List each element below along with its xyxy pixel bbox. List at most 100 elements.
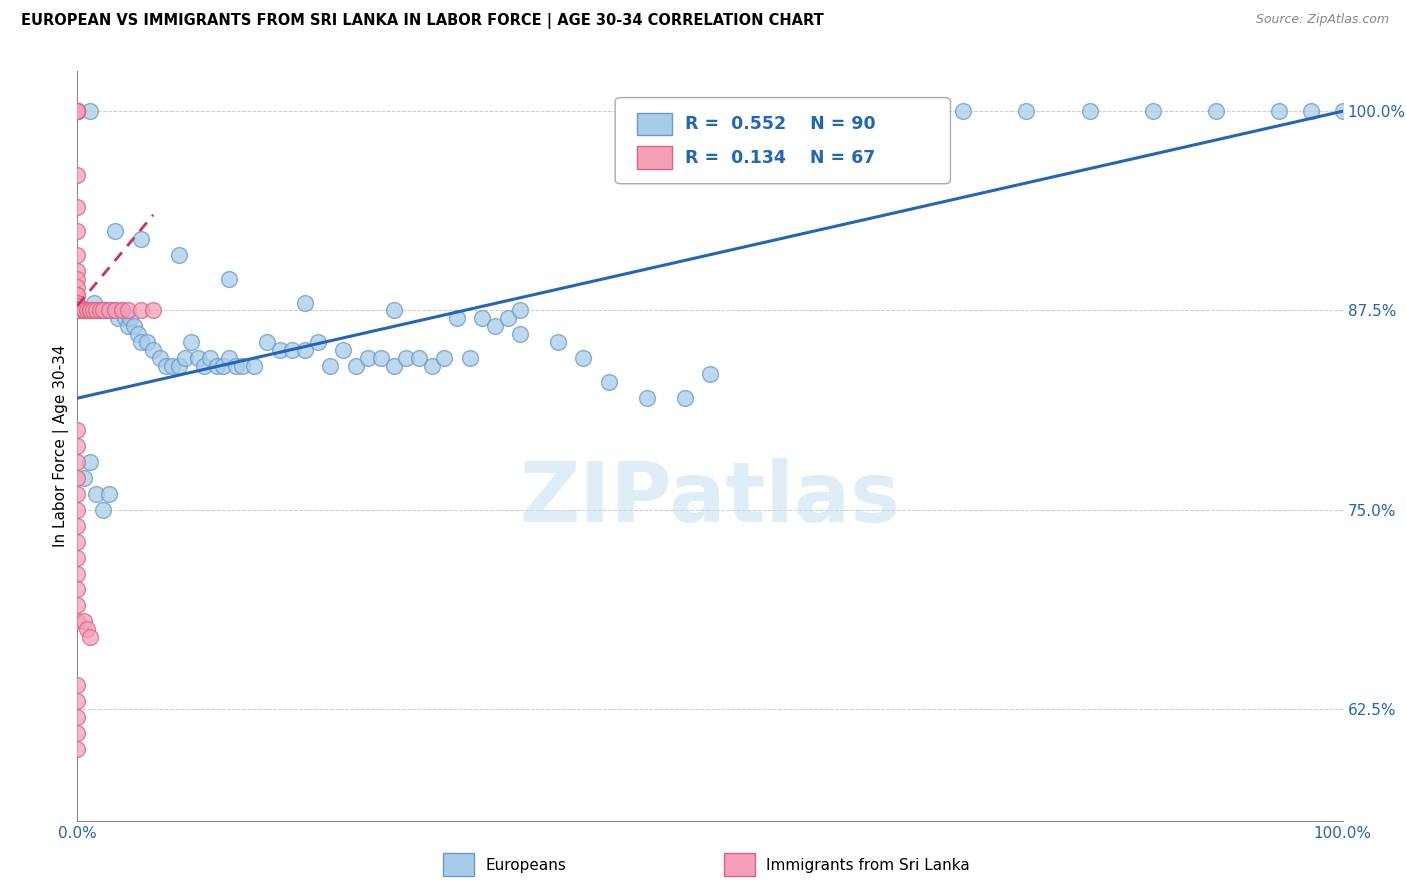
Point [66,295,89,310]
Point [104,303,127,318]
Text: Source: ZipAtlas.com: Source: ZipAtlas.com [1256,13,1389,27]
Point [636,391,658,405]
Point [86,303,108,318]
Point [91,303,114,318]
Point [66,423,89,437]
Point [66,726,89,740]
Point [73,303,96,318]
Point [136,335,159,350]
Point [82,303,104,318]
Point [101,303,124,318]
Point [332,343,354,358]
Point [142,303,165,318]
Point [83,295,105,310]
Point [66,582,89,597]
Point [89,303,111,318]
Point [1301,104,1323,119]
Point [825,104,848,119]
Point [484,319,506,334]
Point [307,335,329,350]
Point [1078,104,1101,119]
Text: EUROPEAN VS IMMIGRANTS FROM SRI LANKA IN LABOR FORCE | AGE 30-34 CORRELATION CHA: EUROPEAN VS IMMIGRANTS FROM SRI LANKA IN… [21,13,824,29]
Point [66,301,89,316]
Point [79,104,101,119]
Point [382,303,405,318]
Point [231,359,253,374]
Point [66,104,89,119]
Point [66,104,89,119]
Point [91,303,114,318]
Point [86,303,108,318]
Point [186,351,209,366]
Point [98,487,120,501]
Point [66,295,89,310]
Point [1268,104,1291,119]
Point [66,104,89,119]
Point [458,351,481,366]
Point [91,502,114,516]
Point [572,351,595,366]
Point [66,168,89,182]
Point [1142,104,1164,119]
Bar [637,146,672,169]
Point [104,303,127,318]
Point [73,303,96,318]
Point [114,311,136,326]
Point [200,351,222,366]
Point [294,295,316,310]
Point [218,271,240,285]
Point [104,224,127,238]
Point [211,359,233,374]
Point [370,351,392,366]
Point [73,303,96,318]
Point [149,351,172,366]
Point [66,200,89,214]
Point [281,343,304,358]
Point [174,351,197,366]
Point [547,335,569,350]
Point [124,319,146,334]
Point [66,694,89,708]
Point [294,343,316,358]
Point [120,311,142,326]
Point [1015,104,1038,119]
Point [420,359,443,374]
Point [98,303,120,318]
Point [91,303,114,318]
Point [673,391,696,405]
Point [167,248,190,262]
Point [117,319,139,334]
Point [73,471,96,485]
Point [66,104,89,119]
Point [66,104,89,119]
Point [180,335,202,350]
Point [395,351,418,366]
Point [66,742,89,756]
Point [111,303,132,318]
Point [66,502,89,516]
Point [76,303,98,318]
Point [66,303,89,318]
Point [127,327,149,342]
Point [66,550,89,565]
Point [952,104,974,119]
Point [66,303,89,318]
Point [66,271,89,285]
Point [66,710,89,724]
Point [66,471,89,485]
Point [66,566,89,581]
Point [256,335,278,350]
Point [76,303,98,318]
Point [382,359,405,374]
Point [269,343,291,358]
Point [82,303,104,318]
Point [598,376,620,390]
Point [167,359,190,374]
Point [142,343,165,358]
Bar [637,112,672,135]
Point [66,299,89,313]
Point [243,359,266,374]
Point [111,303,132,318]
Point [66,439,89,453]
Text: Europeans: Europeans [485,858,567,872]
